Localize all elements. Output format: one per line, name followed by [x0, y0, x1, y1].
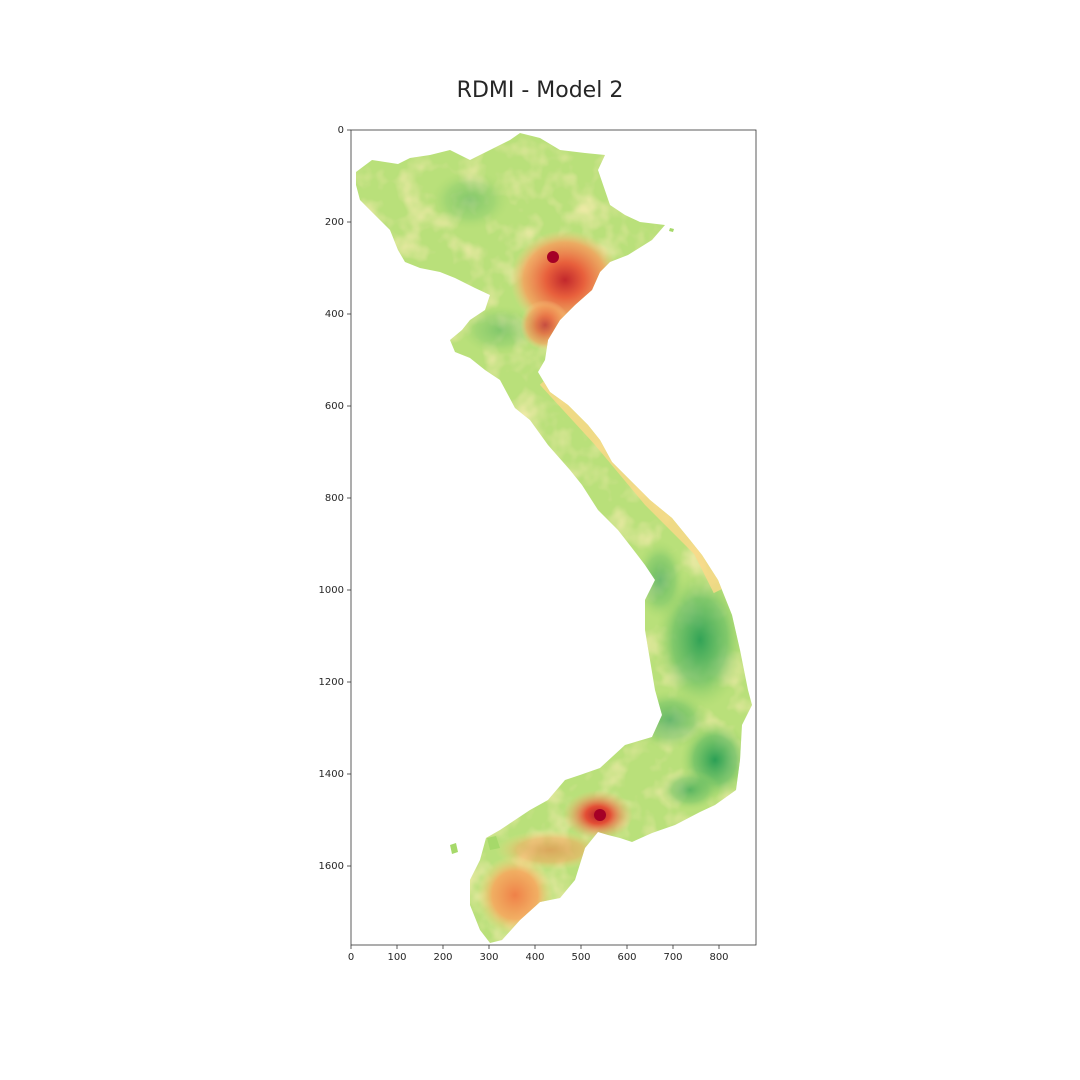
land-island	[450, 843, 458, 854]
y-tick-label: 600	[325, 401, 344, 412]
y-tick-label: 1600	[319, 861, 344, 872]
land-island	[669, 228, 674, 232]
x-tick-label: 700	[663, 952, 682, 963]
y-axis: 0 200 400 600 800 1000 1200 1400 1600	[319, 125, 351, 872]
y-tick-label: 200	[325, 217, 344, 228]
plot-title: RDMI - Model 2	[456, 78, 624, 103]
x-tick-label: 800	[709, 952, 728, 963]
y-tick-label: 400	[325, 309, 344, 320]
y-tick-label: 800	[325, 493, 344, 504]
x-axis: 0 100 200 300 400 500 600 700 800	[348, 945, 729, 963]
x-tick-label: 600	[617, 952, 636, 963]
x-tick-label: 400	[525, 952, 544, 963]
x-tick-label: 0	[348, 952, 354, 963]
y-tick-label: 1400	[319, 769, 344, 780]
y-tick-label: 0	[338, 125, 344, 136]
land-island	[487, 836, 500, 850]
x-tick-label: 200	[433, 952, 452, 963]
x-tick-label: 300	[479, 952, 498, 963]
x-tick-label: 100	[387, 952, 406, 963]
x-tick-label: 500	[571, 952, 590, 963]
y-tick-label: 1000	[319, 585, 344, 596]
y-tick-label: 1200	[319, 677, 344, 688]
